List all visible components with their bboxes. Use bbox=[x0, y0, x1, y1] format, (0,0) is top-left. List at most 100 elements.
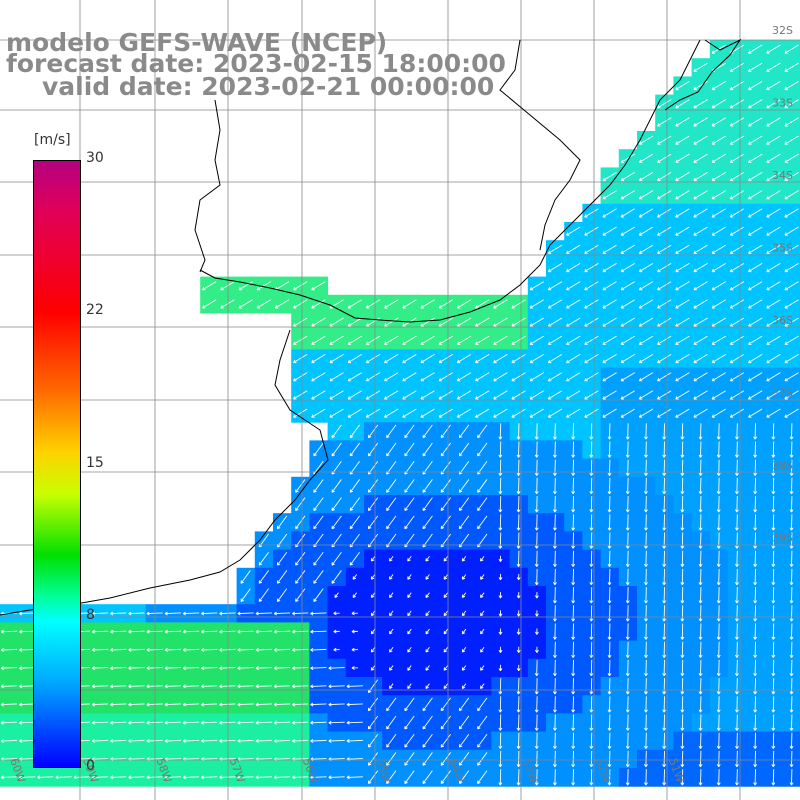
wind-arrow bbox=[386, 442, 397, 457]
wind-arrow bbox=[662, 496, 667, 513]
wind-arrow bbox=[644, 623, 648, 640]
wind-arrow bbox=[219, 684, 236, 689]
wind-arrow bbox=[771, 514, 776, 531]
wind-arrow bbox=[367, 752, 379, 766]
wind-arrow bbox=[493, 317, 508, 327]
wind-arrow bbox=[789, 532, 794, 549]
wind-arrow bbox=[748, 372, 763, 382]
wind-arrow bbox=[693, 317, 708, 327]
wind-arrow bbox=[529, 390, 544, 400]
wind-arrow bbox=[365, 372, 381, 382]
wind-arrow bbox=[693, 372, 708, 382]
wind-arrow bbox=[657, 299, 672, 309]
wind-arrow bbox=[456, 372, 472, 382]
wind-arrow bbox=[255, 775, 272, 780]
wind-arrow bbox=[0, 629, 18, 634]
wind-arrow bbox=[422, 515, 433, 530]
wind-arrow bbox=[680, 641, 685, 658]
wind-arrow bbox=[407, 574, 412, 580]
wind-arrow bbox=[698, 732, 703, 749]
colorbar-unit: [m/s] bbox=[34, 132, 71, 148]
wind-arrow bbox=[771, 496, 776, 513]
wind-arrow bbox=[693, 171, 708, 182]
wind-arrow bbox=[680, 750, 685, 768]
wind-arrow bbox=[19, 684, 36, 689]
wind-arrow bbox=[477, 697, 488, 712]
wind-arrow bbox=[625, 459, 630, 476]
wind-arrow bbox=[349, 497, 360, 511]
wind-arrow bbox=[625, 477, 630, 495]
wind-arrow bbox=[553, 678, 557, 695]
wind-arrow bbox=[584, 281, 599, 291]
wind-arrow bbox=[625, 423, 630, 440]
wind-speed-field bbox=[0, 40, 800, 787]
wind-arrow bbox=[644, 605, 648, 622]
wind-arrow bbox=[753, 477, 758, 495]
wind-arrow bbox=[475, 390, 490, 400]
wind-arrow bbox=[729, 190, 745, 200]
wind-arrow bbox=[644, 750, 648, 768]
coastline-south bbox=[0, 329, 329, 616]
wind-arrow bbox=[607, 714, 612, 731]
wind-arrow bbox=[402, 390, 417, 400]
wind-arrow bbox=[458, 752, 470, 766]
wind-arrow bbox=[735, 659, 739, 677]
wind-arrow bbox=[657, 281, 672, 291]
wind-arrow bbox=[477, 752, 488, 766]
wind-arrow bbox=[789, 769, 794, 786]
wind-arrow bbox=[753, 714, 758, 731]
wind-arrow bbox=[164, 648, 181, 652]
wind-arrow bbox=[789, 514, 794, 531]
wind-arrow bbox=[516, 573, 521, 581]
wind-arrow bbox=[255, 629, 272, 634]
wind-arrow bbox=[784, 208, 799, 218]
wind-arrow bbox=[293, 372, 308, 382]
wind-arrow bbox=[735, 532, 739, 549]
wind-arrow bbox=[276, 570, 288, 584]
wind-arrow bbox=[602, 335, 617, 345]
wind-arrow bbox=[480, 610, 485, 617]
wind-arrow bbox=[571, 441, 576, 458]
wind-arrow bbox=[566, 353, 581, 364]
wind-arrow bbox=[477, 442, 488, 457]
colorbar-tick-30: 30 bbox=[86, 150, 104, 166]
colorbar-tick-0: 0 bbox=[86, 758, 95, 774]
wind-arrow bbox=[255, 720, 272, 725]
wind-arrow bbox=[644, 441, 648, 458]
wind-arrow bbox=[589, 587, 594, 604]
wind-arrow bbox=[607, 696, 612, 713]
wind-arrow bbox=[164, 702, 181, 707]
wind-arrow bbox=[716, 568, 721, 586]
wind-arrow bbox=[644, 696, 648, 713]
wind-arrow bbox=[0, 648, 18, 652]
wind-arrow bbox=[602, 281, 617, 291]
wind-arrow bbox=[498, 573, 503, 581]
wind-arrow bbox=[422, 733, 433, 748]
wind-arrow bbox=[784, 99, 799, 109]
wind-arrow bbox=[716, 641, 721, 658]
wind-arrow bbox=[389, 665, 394, 671]
wind-arrow bbox=[420, 408, 435, 418]
wind-arrow bbox=[404, 715, 415, 730]
wind-arrow bbox=[498, 423, 503, 440]
wind-arrow bbox=[711, 80, 726, 91]
wind-arrow bbox=[729, 153, 745, 163]
wind-arrow bbox=[516, 423, 521, 440]
wind-arrow bbox=[516, 628, 521, 635]
wind-arrow bbox=[584, 335, 599, 345]
wind-arrow bbox=[475, 353, 490, 364]
wind-arrow bbox=[662, 477, 667, 495]
wind-arrow bbox=[693, 117, 708, 127]
wind-arrow bbox=[753, 423, 758, 440]
wind-arrow bbox=[620, 244, 635, 254]
wind-arrow bbox=[386, 497, 397, 511]
wind-arrow bbox=[516, 550, 521, 567]
wind-arrow bbox=[602, 171, 617, 182]
wind-arrow bbox=[729, 62, 745, 72]
wind-arrow bbox=[438, 390, 453, 400]
wind-arrow bbox=[367, 497, 379, 511]
colorbar-tick-22: 22 bbox=[86, 302, 104, 318]
wind-arrow bbox=[349, 424, 360, 439]
wind-arrow bbox=[698, 623, 703, 640]
wind-arrow bbox=[753, 659, 758, 677]
